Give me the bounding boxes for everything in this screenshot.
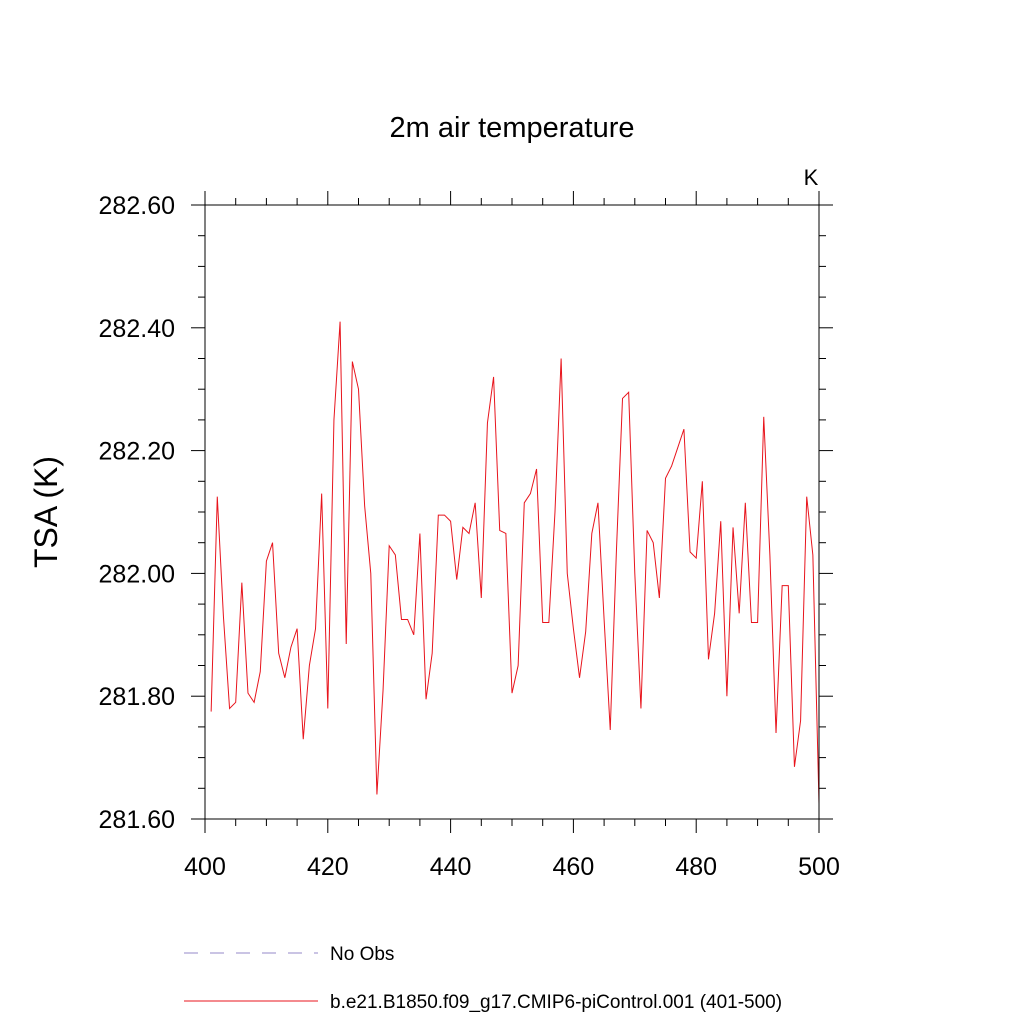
units-label: K [804,165,819,190]
chart-title: 2m air temperature [390,112,635,144]
legend-label-piControl: b.e21.B1850.f09_g17.CMIP6-piControl.001 … [330,992,782,1013]
x-tick-label: 460 [553,853,595,881]
x-axis-tick-labels: 400 420 440 460 480 500 [184,853,840,881]
x-axis-ticks [204,191,820,833]
x-tick-label: 400 [184,853,226,881]
x-tick-label: 480 [675,853,717,881]
series-line-piControl [210,321,820,804]
y-tick-label: 281.60 [99,806,175,834]
plot-frame [204,204,820,820]
y-tick-label: 281.80 [99,683,175,711]
legend-label-no-obs: No Obs [330,944,394,965]
x-tick-label: 420 [307,853,349,881]
y-tick-label: 282.60 [99,192,175,220]
x-tick-label: 500 [798,853,840,881]
y-tick-label: 282.40 [99,315,175,343]
y-axis-ticks [191,204,833,820]
legend: No Obs b.e21.B1850.f09_g17.CMIP6-piContr… [184,944,782,1013]
y-axis-tick-labels: 281.60 281.80 282.00 282.20 282.40 282.60 [99,192,175,834]
y-axis-label: TSA (K) [28,456,64,568]
x-tick-label: 440 [430,853,472,881]
y-tick-label: 282.00 [99,560,175,588]
y-tick-label: 282.20 [99,438,175,466]
